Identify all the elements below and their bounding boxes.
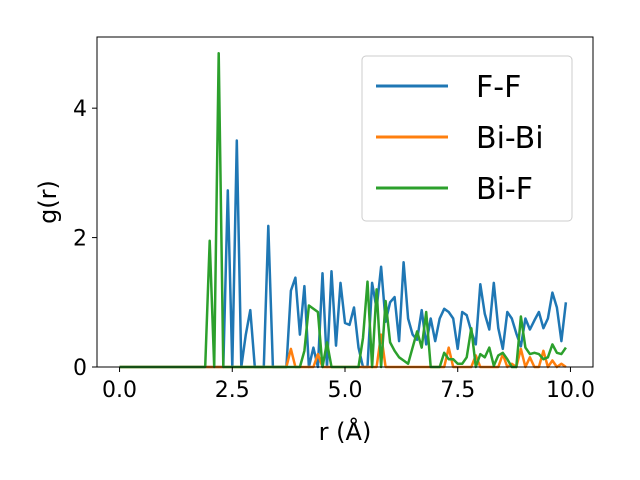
x-tick-label: 5.0 [328, 378, 363, 403]
legend-box [361, 55, 573, 222]
legend-label-bif: Bi-F [476, 172, 533, 207]
x-tick-label: 10.0 [546, 378, 595, 403]
legend-label-ff: F-F [476, 70, 521, 105]
x-axis-label: r (Å) [319, 417, 372, 446]
legend: F-F Bi-Bi Bi-F [361, 55, 573, 222]
x-tick-label: 7.5 [440, 378, 475, 403]
x-axis-ticks: 0.0 2.5 5.0 7.5 10.0 [102, 367, 595, 403]
y-axis-ticks: 0 2 4 [73, 97, 97, 381]
y-tick-label: 4 [73, 97, 87, 122]
x-tick-label: 2.5 [215, 378, 250, 403]
x-tick-label: 0.0 [102, 378, 137, 403]
y-tick-label: 0 [73, 356, 87, 381]
y-tick-label: 2 [73, 227, 87, 252]
legend-label-bibi: Bi-Bi [476, 121, 544, 156]
y-axis-label: g(r) [34, 180, 62, 224]
